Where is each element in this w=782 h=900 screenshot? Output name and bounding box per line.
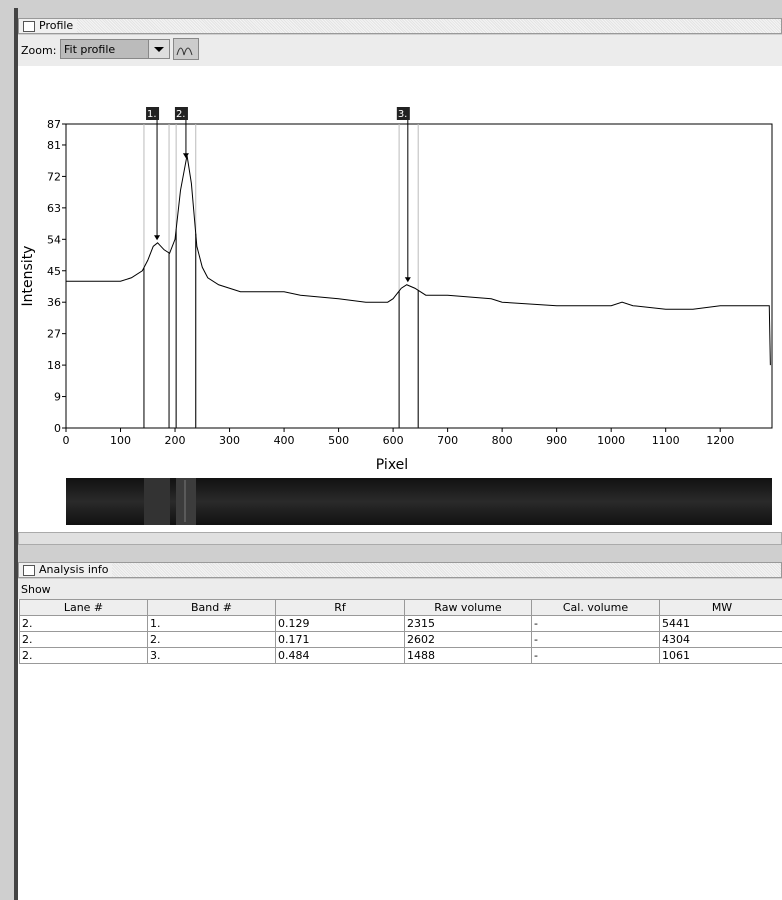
app-window: Profile Zoom: Fit profile Pixel Intensit… (0, 0, 782, 900)
cell: 1. (148, 616, 276, 632)
x-tick-label: 1000 (597, 434, 625, 447)
x-tick-label: 600 (383, 434, 404, 447)
x-tick-label: 100 (110, 434, 131, 447)
cell: 4304 (660, 632, 782, 648)
cell: 0.484 (276, 648, 405, 664)
zoom-value: Fit profile (64, 43, 115, 56)
x-tick-label: 400 (274, 434, 295, 447)
cell: 1488 (405, 648, 532, 664)
cell: 0.171 (276, 632, 405, 648)
x-tick-label: 300 (219, 434, 240, 447)
cell: 2. (20, 616, 148, 632)
lane-band (144, 478, 170, 525)
cell: 2. (20, 648, 148, 664)
x-tick-label: 500 (328, 434, 349, 447)
chart: Pixel Intensity 0 9 18 27 36 45 54 63 72 81 87 0 100… (18, 66, 782, 532)
panel-title: Profile (19, 19, 77, 33)
cell: 2315 (405, 616, 532, 632)
column-header: MW (660, 600, 782, 616)
menubar: Show (18, 579, 782, 599)
cell: - (532, 648, 660, 664)
y-tick-label: 63 (47, 202, 61, 215)
cell: - (532, 616, 660, 632)
column-header: Band # (148, 600, 276, 616)
y-tick-label: 81 (47, 139, 61, 152)
column-header: Cal. volume (532, 600, 660, 616)
band-label: 3. (398, 109, 408, 120)
toolbar: Zoom: Fit profile (18, 35, 782, 66)
panel-title: Analysis info (19, 563, 112, 577)
y-tick-label: 72 (47, 170, 61, 183)
band-label: 1. (147, 109, 157, 120)
cell: - (532, 632, 660, 648)
scrollbar[interactable] (18, 532, 782, 545)
x-tick-label: 900 (546, 434, 567, 447)
peak-button[interactable] (173, 38, 199, 60)
x-tick-label: 1200 (706, 434, 734, 447)
x-axis-label: Pixel (376, 457, 408, 473)
cell: 0.129 (276, 616, 405, 632)
y-tick-label: 18 (47, 359, 61, 372)
cell: 1061 (660, 648, 782, 664)
lane-image (66, 478, 772, 525)
zoom-label: Zoom: (21, 44, 56, 57)
y-tick-label: 27 (47, 328, 61, 341)
column-header: Raw volume (405, 600, 532, 616)
lane-band (176, 478, 196, 525)
cell: 2. (20, 632, 148, 648)
x-tick-label: 700 (437, 434, 458, 447)
band-label: 2. (176, 109, 186, 120)
x-tick-label: 0 (63, 434, 70, 447)
cell: 5441 (660, 616, 782, 632)
y-axis-label: Intensity (20, 246, 36, 307)
y-tick-label: 36 (47, 296, 61, 309)
y-tick-label: 9 (54, 391, 61, 404)
y-tick-label: 87 (47, 118, 61, 131)
x-tick-label: 800 (492, 434, 513, 447)
y-tick-label: 45 (47, 265, 61, 278)
y-tick-label: 54 (47, 233, 61, 246)
x-tick-label: 1100 (652, 434, 680, 447)
dropdown-arrow (148, 40, 169, 58)
menu-show[interactable]: Show (21, 583, 51, 596)
column-header: Rf (276, 600, 405, 616)
cell: 2602 (405, 632, 532, 648)
zoom-select[interactable]: Fit profile (60, 39, 170, 59)
cell: 3. (148, 648, 276, 664)
profile-titlebar: Profile (18, 18, 782, 34)
analysis-titlebar: Analysis info (18, 562, 782, 578)
column-header: Lane # (20, 600, 148, 616)
x-tick-label: 200 (165, 434, 186, 447)
y-tick-label: 0 (54, 422, 61, 435)
cell: 2. (148, 632, 276, 648)
